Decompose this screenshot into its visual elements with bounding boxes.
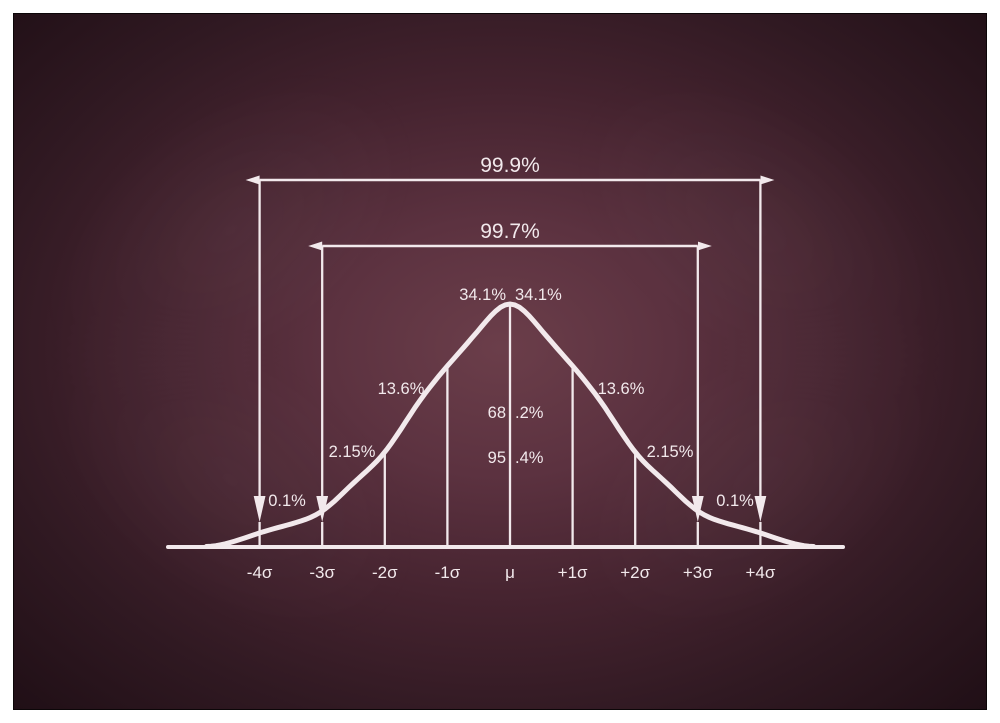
svg-text:13.6%: 13.6% [378, 380, 425, 398]
svg-text:.4%: .4% [515, 449, 544, 467]
svg-text:99.9%: 99.9% [480, 154, 540, 177]
svg-text:+1σ: +1σ [558, 563, 588, 582]
svg-text:2.15%: 2.15% [329, 443, 376, 461]
svg-text:13.6%: 13.6% [598, 380, 645, 398]
svg-text:-3σ: -3σ [309, 563, 335, 582]
svg-text:0.1%: 0.1% [268, 492, 306, 510]
svg-text:95: 95 [488, 449, 506, 467]
svg-text:-4σ: -4σ [247, 563, 273, 582]
svg-text:34.1%: 34.1% [459, 286, 506, 304]
svg-text:.2%: .2% [515, 404, 544, 422]
svg-text:99.7%: 99.7% [480, 220, 540, 243]
svg-text:+2σ: +2σ [620, 563, 650, 582]
svg-text:+3σ: +3σ [683, 563, 713, 582]
svg-text:-2σ: -2σ [372, 563, 398, 582]
svg-text:-1σ: -1σ [435, 563, 461, 582]
svg-text:0.1%: 0.1% [716, 492, 754, 510]
svg-text:+4σ: +4σ [745, 563, 775, 582]
svg-text:2.15%: 2.15% [647, 443, 694, 461]
svg-text:68: 68 [488, 404, 506, 422]
svg-text:34.1%: 34.1% [515, 286, 562, 304]
svg-text:μ: μ [505, 563, 515, 582]
